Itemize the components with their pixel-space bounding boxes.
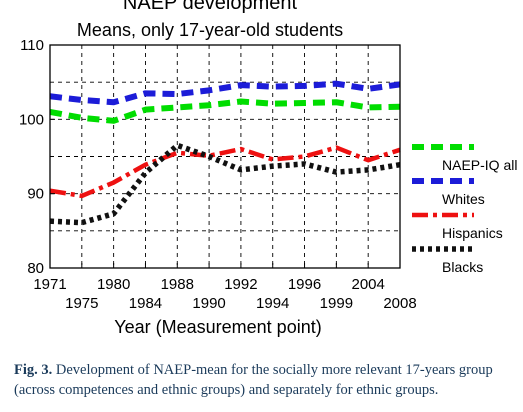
x-tick-label: 1992 <box>224 276 257 293</box>
legend-label: Whites <box>442 191 485 207</box>
legend: NAEP-IQ all Whites Hispanics Blacks <box>412 144 517 275</box>
series-line-blacks <box>49 142 401 226</box>
legend-label: Blacks <box>442 259 483 275</box>
x-tick-label: 1971 <box>33 276 66 293</box>
figure-caption: Fig. 3. Development of NAEP-mean for the… <box>14 360 514 400</box>
y-axis-ticks: 80 90 100 110 <box>19 37 55 277</box>
grid-lines <box>50 45 400 268</box>
x-tick-label: 2004 <box>351 276 384 293</box>
series-line-naep-iq-all <box>49 98 401 124</box>
x-axis-label: Year (Measurement point) <box>114 317 321 337</box>
series-line-hispanics <box>49 145 401 199</box>
legend-label: Hispanics <box>442 225 503 241</box>
y-tick-label: 100 <box>19 111 44 128</box>
caption-label: Fig. 3. <box>14 362 53 378</box>
y-tick-label: 90 <box>27 186 44 203</box>
y-tick-label: 110 <box>20 37 44 54</box>
legend-label: NAEP-IQ all <box>442 157 517 173</box>
x-tick-label: 1996 <box>288 276 321 293</box>
chart-title: NAEP development <box>123 0 298 14</box>
x-tick-label: 1975 <box>65 295 98 312</box>
x-axis-ticks: 1971 1975 1980 1984 1988 1990 1992 1994 1996 1999… <box>33 263 417 312</box>
x-tick-label: 2008 <box>383 295 416 312</box>
y-tick-label: 80 <box>27 260 44 277</box>
naep-line-chart: NAEP development Means, only 17-year-old… <box>19 0 518 337</box>
x-tick-label: 1999 <box>320 295 353 312</box>
x-tick-label: 1984 <box>129 295 162 312</box>
chart-subtitle: Means, only 17-year-old students <box>77 20 343 40</box>
plot-frame <box>49 44 401 269</box>
x-tick-label: 1990 <box>192 295 225 312</box>
series-layer <box>49 80 401 226</box>
caption-text: Development of NAEP-mean for the sociall… <box>14 362 493 398</box>
x-tick-label: 1980 <box>97 276 130 293</box>
series-line-whites <box>49 80 401 106</box>
x-tick-label: 1994 <box>256 295 289 312</box>
x-tick-label: 1988 <box>161 276 194 293</box>
